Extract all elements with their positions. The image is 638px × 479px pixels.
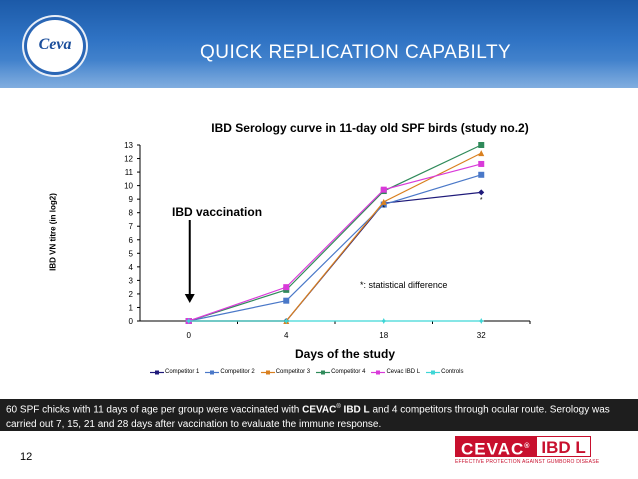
- legend-label: Competitor 3: [275, 369, 311, 375]
- series-line-competitor-4: [188, 144, 482, 322]
- data-point-cevac-ibd-l: [380, 186, 387, 193]
- legend-item-competitor-3: Competitor 3: [260, 369, 311, 376]
- data-point-competitor-2: [283, 297, 290, 304]
- ceva-logo: [27, 20, 83, 72]
- x-tick-label: 0: [187, 331, 192, 340]
- footer-brand: CEVAC: [302, 404, 337, 416]
- significance-mark: *: [480, 197, 483, 204]
- legend-swatch: [316, 370, 331, 374]
- y-tick-label: 3: [129, 276, 134, 285]
- vaccination-arrowhead: [184, 294, 195, 303]
- legend-swatch: [150, 370, 164, 374]
- data-point-cevac-ibd-l: [478, 160, 485, 167]
- legend-swatch: [371, 370, 386, 374]
- legend-label: Competitor 1: [165, 369, 200, 375]
- data-point-competitor-3: [380, 198, 387, 205]
- footer-reg: ®: [336, 404, 341, 410]
- legend-item-cevac-ibd-l: Cevac IBD L: [371, 369, 420, 376]
- legend-label: Competitor 2: [220, 369, 255, 375]
- product-tagline: EFFECTIVE PROTECTION AGAINST GUMBORO DIS…: [455, 459, 600, 465]
- y-tick-label: 8: [129, 209, 134, 218]
- series-line-cevac-ibd-l: [188, 163, 482, 322]
- x-axis-label: Days of the study: [294, 347, 396, 361]
- y-tick-label: 7: [129, 222, 134, 231]
- series-line-competitor-3: [188, 152, 482, 322]
- footer-product: IBD L: [340, 404, 370, 416]
- legend-swatch: [260, 370, 275, 374]
- data-point-cevac-ibd-l: [283, 284, 290, 291]
- footer-note: 60 SPF chicks with 11 days of age per gr…: [0, 399, 638, 431]
- legend-item-competitor-2: Competitor 2: [205, 369, 255, 376]
- legend-swatch: [426, 370, 441, 374]
- legend-label: Cevac IBD L: [386, 369, 421, 375]
- chart-legend: Competitor 1 Competitor 2 Competitor 3 Comp…: [150, 366, 570, 378]
- y-tick-label: 2: [129, 290, 134, 299]
- data-point-controls: [380, 318, 387, 324]
- y-tick-label: 12: [124, 155, 133, 164]
- footer-text-1: 60 SPF chicks with 11 days of age per gr…: [6, 404, 303, 416]
- x-tick-label: 32: [477, 331, 486, 340]
- significance-annotation: *: statistical difference: [360, 280, 448, 290]
- vaccination-annotation: IBD vaccination: [172, 205, 263, 219]
- cevac-ibd-l-logo: CEVAC® IBD L EFFECTIVE PROTECTION AGAINS…: [455, 436, 627, 466]
- significance-mark: *: [382, 205, 385, 212]
- data-point-competitor-1: [478, 189, 485, 196]
- y-tick-label: 11: [125, 168, 134, 177]
- y-tick-label: 9: [129, 195, 134, 204]
- y-tick-label: 0: [129, 317, 134, 326]
- legend-swatch: [205, 370, 220, 374]
- ceva-logo-text: Ceva: [38, 36, 72, 53]
- header-band: [0, 0, 638, 88]
- page-number: 12: [20, 451, 33, 463]
- y-tick-label: 13: [124, 141, 133, 150]
- y-tick-label: 1: [129, 303, 134, 312]
- legend-item-controls: Controls: [426, 369, 463, 376]
- data-point-controls: [478, 318, 485, 324]
- legend-item-competitor-1: Competitor 1: [150, 369, 199, 376]
- series-line-competitor-2: [188, 174, 482, 322]
- header-fade: [0, 60, 638, 90]
- product-name-left: CEVAC®: [455, 436, 537, 459]
- data-point-competitor-2: [478, 171, 485, 178]
- y-tick-label: 5: [129, 249, 134, 258]
- product-name-right: IBD L: [536, 436, 591, 457]
- chart-title: IBD Serology curve in 11-day old SPF bir…: [211, 121, 529, 135]
- data-point-controls: [283, 318, 290, 324]
- legend-label: Competitor 4: [331, 369, 366, 375]
- y-tick-label: 4: [129, 263, 134, 272]
- x-tick-label: 4: [284, 331, 289, 340]
- data-point-competitor-3: [478, 150, 485, 157]
- x-tick-label: 18: [379, 331, 388, 340]
- product-name: CEVAC® IBD L: [455, 436, 591, 459]
- legend-item-competitor-4: Competitor 4: [316, 369, 365, 376]
- legend-label: Controls: [441, 369, 464, 375]
- data-point-controls: [185, 318, 192, 324]
- data-point-competitor-4: [478, 142, 485, 148]
- y-tick-label: 10: [124, 182, 133, 191]
- y-tick-label: 6: [129, 236, 134, 245]
- slide-title: QUICK REPLICATION CAPABILTY: [200, 42, 512, 63]
- footer-text-2: and 4 competitors through ocular route. …: [6, 404, 610, 431]
